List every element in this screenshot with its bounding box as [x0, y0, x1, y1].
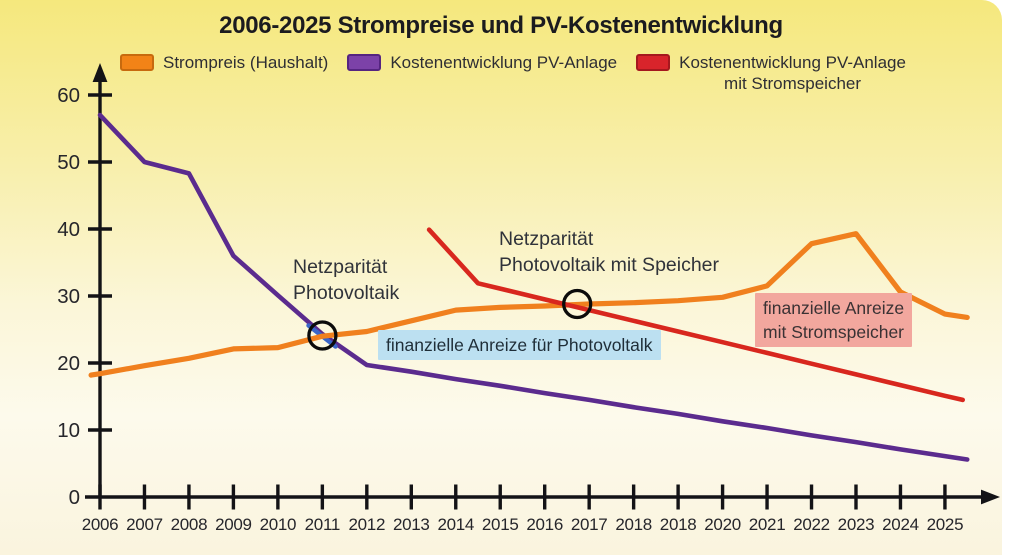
- y-tick-label: 30: [57, 285, 80, 308]
- legend: Strompreis (Haushalt) Kostenentwicklung …: [120, 52, 906, 94]
- y-axis-arrow: [92, 63, 108, 82]
- legend-item-strompreis: Strompreis (Haushalt): [120, 52, 328, 73]
- x-tick-label: 2016: [526, 515, 563, 534]
- x-tick-label: 2012: [349, 515, 386, 534]
- chart-title: 2006-2025 Strompreise und PV-Kostenentwi…: [219, 12, 783, 39]
- ticks: [88, 93, 947, 510]
- x-tick-label: 2009: [215, 515, 252, 534]
- annotation-netzparitaet-photovoltaik: Netzparität Photovoltaik: [293, 256, 400, 304]
- x-axis-arrow: [981, 489, 1000, 505]
- annotation-finanzielle-anreize-photovoltaik: finanzielle Anreize für Photovoltalk: [378, 330, 661, 360]
- legend-label-pv-anlage: Kostenentwicklung PV-Anlage: [390, 53, 618, 72]
- line-strompreis-haushalt-: [88, 231, 970, 378]
- x-tick-label: 2018: [615, 515, 652, 534]
- x-tick-label: 2006: [82, 515, 119, 534]
- x-tick-label: 2023: [838, 515, 875, 534]
- x-tick-label: 2018: [660, 515, 697, 534]
- y-tick-label: 0: [69, 486, 80, 509]
- y-tick-labels: 0 10 20 30 40 50 60: [57, 84, 80, 509]
- x-tick-label: 2014: [437, 515, 474, 534]
- x-tick-label: 2021: [749, 515, 786, 534]
- annotation-finanzielle-anreize-stromspeicher: finanzielle Anreize mit Stromspeicher: [755, 293, 913, 347]
- x-tick-label: 2011: [305, 515, 340, 534]
- y-tick-label: 20: [57, 352, 80, 375]
- x-tick-label: 2010: [260, 515, 297, 534]
- legend-swatch-orange: [120, 54, 154, 71]
- x-tick-label: 2022: [793, 515, 830, 534]
- legend-swatch-red: [636, 54, 671, 71]
- annotation-netzparitaet-photovoltaik-mit-speicher: Netzparität Photovoltaik mit Speicher: [499, 228, 720, 276]
- axes: [85, 63, 1000, 505]
- y-tick-label: 60: [57, 84, 80, 107]
- x-tick-labels: 2006 2007 2008 2009 2010 2011 2012 2013 2014 2015…: [82, 515, 964, 534]
- y-tick-label: 10: [57, 419, 80, 442]
- x-tick-label: 2013: [393, 515, 430, 534]
- x-tick-label: 2008: [171, 515, 208, 534]
- y-tick-label: 40: [57, 218, 80, 241]
- netzparitaet-circle-2: [562, 288, 593, 320]
- y-tick-label: 50: [57, 151, 80, 174]
- netzparitaet-circle-1: [307, 320, 338, 351]
- legend-label-strompreis: Strompreis (Haushalt): [163, 53, 329, 72]
- x-tick-label: 2025: [927, 515, 964, 534]
- x-tick-label: 2017: [571, 515, 608, 534]
- x-tick-label: 2007: [126, 515, 163, 534]
- line-kostenentwicklung-pv-anlage-mit-stromspeicher: [426, 227, 966, 403]
- legend-item-pv-anlage-speicher: Kostenentwicklung PV-Anlage mit Stromspe…: [636, 52, 906, 94]
- legend-item-pv-anlage: Kostenentwicklung PV-Anlage: [347, 52, 617, 73]
- legend-label-pv-anlage-speicher: Kostenentwicklung PV-Anlage mit Stromspe…: [679, 53, 906, 93]
- line-kostenentwicklung-pv-anlage: [97, 112, 970, 462]
- x-tick-label: 2020: [704, 515, 741, 534]
- x-tick-label: 2024: [882, 515, 919, 534]
- x-tick-label: 2015: [482, 515, 519, 534]
- legend-swatch-purple: [347, 54, 382, 71]
